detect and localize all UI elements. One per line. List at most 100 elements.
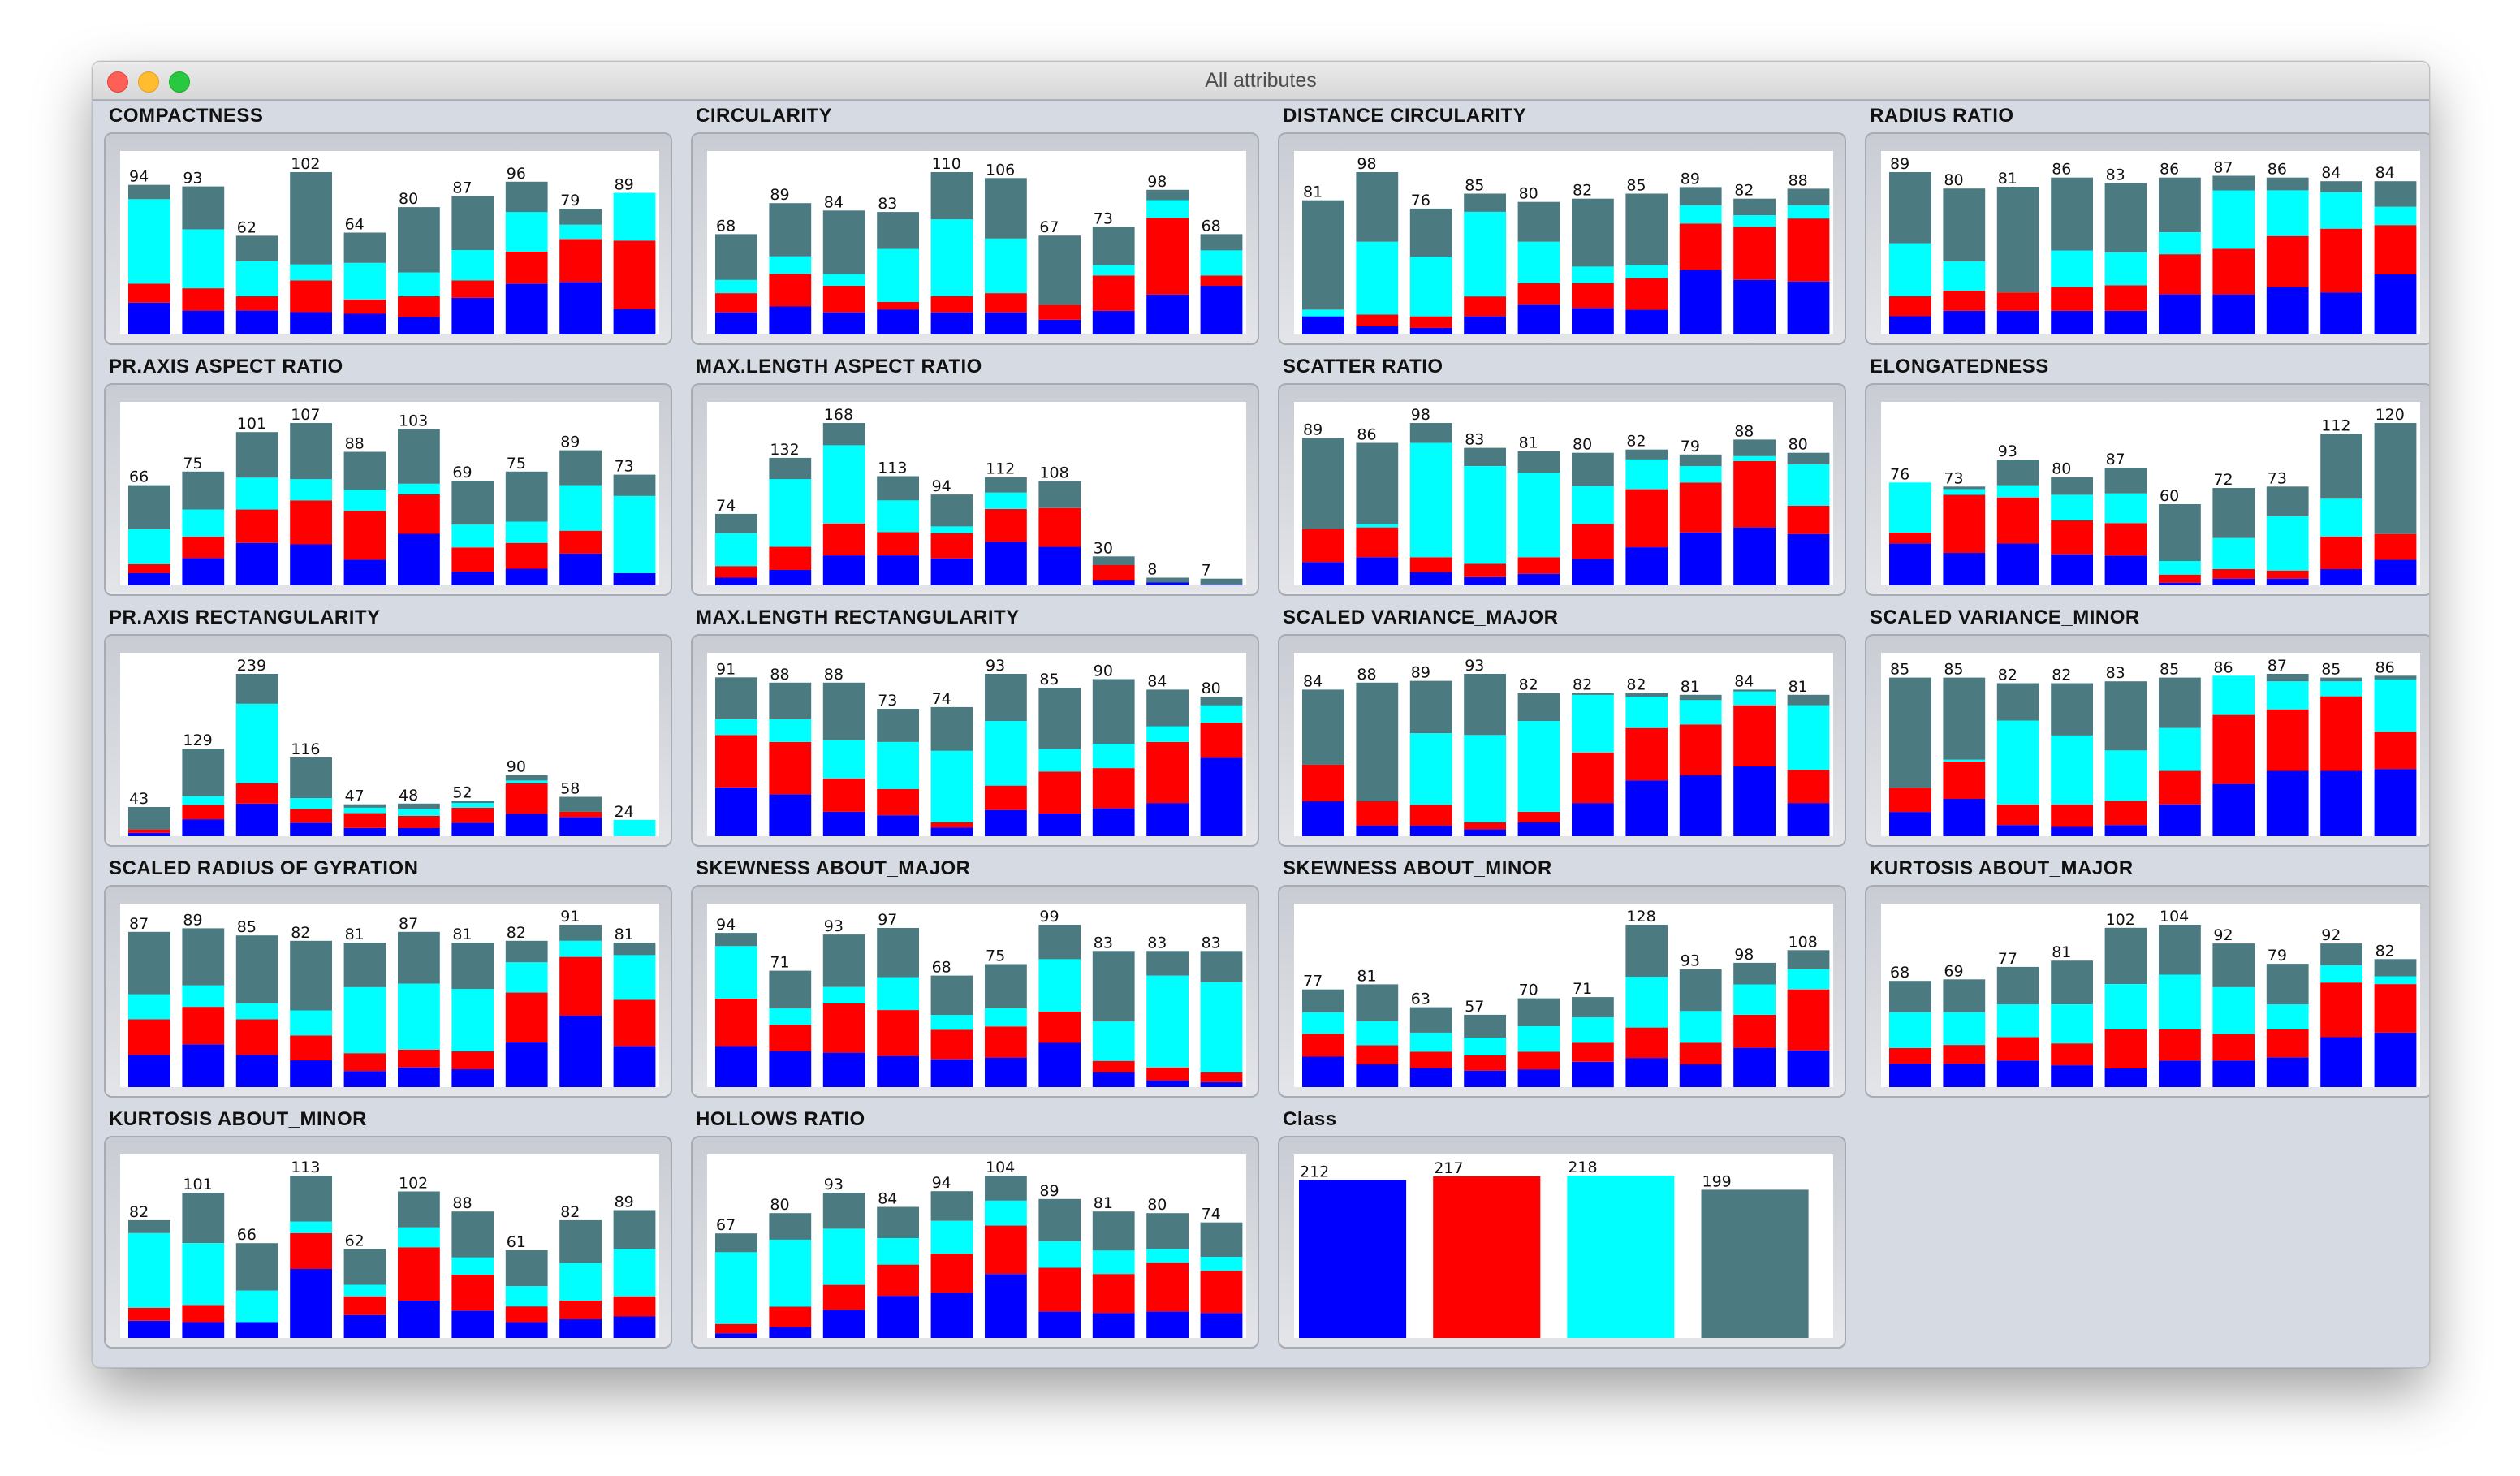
bar-segment (1038, 235, 1081, 305)
bar-count-label: 90 (1094, 662, 1113, 680)
histogram-svg: 94 71 93 97 68 75 99 83 83 83 (715, 908, 1243, 1087)
attribute-panel[interactable]: SKEWNESS ABOUT_MAJOR 94 71 93 97 68 75 99 83 83 83 (691, 854, 1259, 1102)
bar-segment (505, 521, 548, 543)
panel-title: SKEWNESS ABOUT_MAJOR (696, 857, 971, 879)
histogram-plot[interactable]: 76 73 93 80 87 60 72 73 112 120 (1881, 402, 2420, 585)
bar-segment (2104, 310, 2147, 334)
histogram-plot[interactable]: 67 80 93 84 94 104 89 81 80 74 (707, 1154, 1246, 1338)
bar-segment (1517, 1069, 1560, 1087)
attribute-panel[interactable]: SKEWNESS ABOUT_MINOR 77 81 63 57 70 71 128 93 98 1… (1278, 854, 1846, 1102)
bar-segment (877, 1237, 919, 1265)
bar-segment (2266, 1057, 2309, 1087)
bar-segment (128, 1307, 170, 1321)
bar-count-label: 81 (1357, 967, 1376, 985)
bar-count-label: 82 (507, 924, 526, 942)
bar-segment (182, 1305, 225, 1323)
bar-segment (1464, 212, 1506, 297)
histogram-plot[interactable]: 74 132 168 113 94 112 108 30 8 7 (707, 402, 1246, 585)
histogram-plot[interactable]: 81 98 76 85 80 82 85 89 82 88 (1294, 151, 1833, 334)
bar-segment (822, 811, 865, 836)
bar-segment (1625, 727, 1668, 781)
bar-segment (1517, 811, 1560, 822)
bar-segment (398, 272, 440, 296)
histogram-plot[interactable]: 84 88 89 93 82 82 82 81 84 81 (1294, 653, 1833, 836)
histogram-plot[interactable]: 68 89 84 83 110 106 67 73 98 68 (707, 151, 1246, 334)
histogram-plot[interactable]: 77 81 63 57 70 71 128 93 98 108 (1294, 904, 1833, 1088)
attribute-panel[interactable]: SCALED RADIUS OF GYRATION 87 89 85 82 81 87 81 8… (104, 854, 672, 1102)
histogram-plot[interactable]: 68 69 77 81 102 104 92 79 92 82 (1881, 904, 2420, 1087)
bar-count-label: 81 (615, 926, 634, 943)
title-bar[interactable]: All attributes (93, 62, 2429, 100)
bar-segment (290, 809, 332, 823)
bar-count-label: 93 (1681, 952, 1700, 970)
bar-segment (1679, 454, 1722, 467)
histogram-svg: 77 81 63 57 70 71 128 93 98 108 (1302, 908, 1830, 1088)
bar-segment (505, 471, 548, 522)
bar-segment (1733, 984, 1776, 1015)
bar-count-label: 120 (2375, 406, 2405, 424)
bar-segment (1625, 459, 1668, 490)
attribute-panel[interactable]: MAX.LENGTH ASPECT RATIO 74 132 168 113 94 112 1… (691, 352, 1259, 600)
histogram-plot[interactable]: 91 88 88 73 74 93 85 90 84 80 (707, 653, 1246, 836)
attribute-panel[interactable]: PR.AXIS RECTANGULARITY 43 129 239 116 47 48 52 9… (104, 603, 672, 851)
attribute-panel[interactable]: DISTANCE CIRCULARITY 81 98 76 85 80 82 85 89 82 88 (1278, 101, 1846, 349)
histogram-plot[interactable]: 89 80 81 86 83 86 87 86 84 84 (1881, 151, 2420, 334)
bar-segment (1146, 1067, 1189, 1081)
bar-segment (128, 302, 170, 334)
attribute-panel[interactable]: SCALED VARIANCE_MINOR 85 85 82 82 83 85 86 87 85 8… (1865, 603, 2429, 851)
attribute-panel[interactable]: COMPACTNESS 94 93 62 102 64 80 87 96 79 89 (104, 101, 672, 349)
bar-count-label: 80 (1202, 680, 1221, 697)
bar-segment (1625, 547, 1668, 585)
attribute-panel[interactable]: KURTOSIS ABOUT_MAJOR 68 69 77 81 102 104 92 79 92… (1865, 854, 2429, 1102)
minimize-button[interactable] (138, 71, 159, 93)
histogram-plot[interactable]: 87 89 85 82 81 87 81 82 91 81 (120, 904, 659, 1087)
attribute-panel[interactable]: SCALED VARIANCE_MAJOR 84 88 89 93 82 82 82 81 84 8… (1278, 603, 1846, 851)
attribute-panel[interactable]: PR.AXIS ASPECT RATIO 66 75 101 107 88 103 69 75 8… (104, 352, 672, 600)
attribute-panel[interactable]: KURTOSIS ABOUT_MINOR 82 101 66 113 62 102 88 61 8… (104, 1105, 672, 1353)
bar-count-label: 102 (2106, 911, 2135, 929)
bar-segment (398, 983, 440, 1050)
bar-count-label: 87 (399, 915, 418, 933)
bar-segment (505, 962, 548, 993)
bar-segment (2266, 177, 2309, 191)
attribute-panel[interactable]: ELONGATEDNESS 76 73 93 80 87 60 72 73 112 120 (1865, 352, 2429, 600)
bar-count-label: 218 (1568, 1159, 1597, 1176)
bar-count-label: 92 (2321, 926, 2341, 944)
bar-segment (877, 1010, 919, 1056)
attribute-panel[interactable]: CIRCULARITY 68 89 84 83 110 106 67 73 98 68 (691, 101, 1259, 349)
histogram-plot[interactable]: 89 86 98 83 81 80 82 79 88 80 (1294, 402, 1833, 585)
bar-segment (1092, 565, 1135, 580)
bar-count-label: 80 (1147, 1196, 1167, 1214)
attribute-panel[interactable]: SCATTER RATIO 89 86 98 83 81 80 82 79 88 80 (1278, 352, 1846, 600)
bar-segment (715, 1046, 757, 1087)
histogram-plot[interactable]: 66 75 101 107 88 103 69 75 89 73 (120, 402, 659, 585)
attribute-panel[interactable]: Class 212 217 218 199 (1278, 1105, 1846, 1353)
histogram-plot[interactable]: 94 93 62 102 64 80 87 96 79 89 (120, 151, 659, 334)
bar-segment (1409, 208, 1452, 257)
bar-segment (1200, 234, 1243, 251)
histogram-plot[interactable]: 82 101 66 113 62 102 88 61 82 89 (120, 1154, 659, 1338)
zoom-button[interactable] (169, 71, 190, 93)
bar-segment (1038, 1042, 1081, 1087)
histogram-plot[interactable]: 212 217 218 199 (1294, 1154, 1833, 1338)
bar-segment (1038, 319, 1081, 334)
attribute-panel[interactable]: MAX.LENGTH RECTANGULARITY 91 88 88 73 74 93 85 9… (691, 603, 1259, 851)
bar-segment (1409, 1068, 1452, 1087)
bar-segment (822, 779, 865, 812)
histogram-plot[interactable]: 43 129 239 116 47 48 52 90 58 24 (120, 653, 659, 836)
bar-segment (2212, 578, 2255, 585)
bar-count-label: 88 (452, 1194, 472, 1212)
attribute-panel[interactable]: HOLLOWS RATIO 67 80 93 84 94 104 89 81 80 74 (691, 1105, 1259, 1353)
bar-segment (451, 807, 494, 823)
bar-segment (1889, 533, 1931, 544)
bar-count-label: 80 (1789, 436, 1808, 454)
bar-segment (2374, 976, 2417, 985)
bar-count-label: 71 (1573, 980, 1592, 998)
bar-segment (343, 943, 386, 987)
histogram-plot[interactable]: 94 71 93 97 68 75 99 83 83 83 (707, 904, 1246, 1087)
histogram-plot[interactable]: 85 85 82 82 83 85 86 87 85 86 (1881, 653, 2420, 836)
attribute-panel[interactable]: RADIUS RATIO 89 80 81 86 83 86 87 86 84 84 (1865, 101, 2429, 349)
bar-segment (877, 532, 919, 556)
close-button[interactable] (107, 71, 128, 93)
bar-count-label: 73 (1944, 469, 1963, 487)
